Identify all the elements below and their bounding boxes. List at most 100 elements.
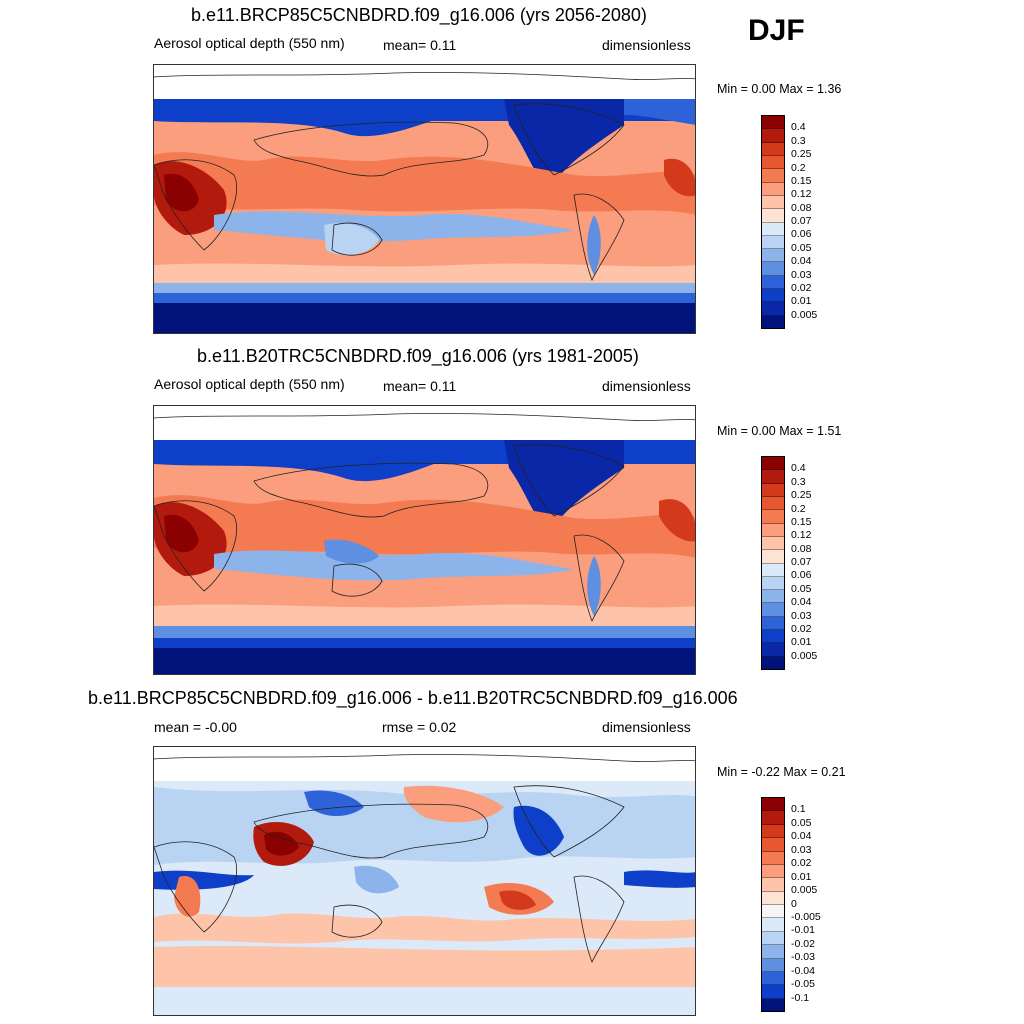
colorbar-swatch — [762, 811, 784, 825]
colorbar-swatch — [762, 576, 784, 591]
panel1-map — [153, 64, 696, 334]
colorbar-swatch — [762, 302, 784, 316]
colorbar-swatch — [762, 603, 784, 617]
colorbar-swatch — [762, 169, 784, 183]
colorbar-tick-label: 0.3 — [791, 475, 806, 488]
colorbar-swatch — [762, 262, 784, 276]
panel3-rmse: rmse = 0.02 — [382, 719, 457, 735]
colorbar-tick-label: 0.12 — [791, 529, 812, 542]
colorbar-tick-label: 0.06 — [791, 569, 812, 582]
colorbar-tick-label: -0.05 — [791, 978, 815, 991]
colorbar-swatch — [762, 905, 784, 919]
colorbar-tick-label: 0.02 — [791, 857, 812, 870]
colorbar-tick-label: 0.12 — [791, 188, 812, 201]
colorbar-swatch — [762, 195, 784, 210]
colorbar-swatch — [762, 958, 784, 972]
colorbar-tick-label: 0.005 — [791, 308, 818, 321]
colorbar-tick-label: 0.07 — [791, 556, 812, 568]
colorbar-swatch — [762, 483, 784, 497]
colorbar-tick-label: 0.4 — [791, 121, 806, 134]
colorbar-tick-label: 0.03 — [791, 268, 812, 281]
colorbar-tick-label: 0.25 — [791, 148, 812, 161]
colorbar-tick-label: 0.04 — [791, 596, 812, 609]
panel2-units: dimensionless — [602, 378, 691, 394]
colorbar-swatch — [762, 864, 784, 879]
colorbar-tick-label: 0.005 — [791, 649, 818, 662]
colorbar-swatch — [762, 824, 784, 839]
colorbar-tick-label: 0.4 — [791, 462, 806, 475]
colorbar-tick-label: 0.01 — [791, 870, 812, 883]
colorbar-swatch — [762, 798, 784, 812]
panel2-variable: Aerosol optical depth (550 nm) — [154, 376, 345, 392]
panel2-mean: mean= 0.11 — [383, 378, 457, 394]
colorbar-tick-label: 0.1 — [791, 803, 806, 816]
colorbar-swatch — [762, 616, 784, 631]
panel2-title: b.e11.B20TRC5CNBDRD.f09_g16.006 (yrs 198… — [197, 346, 639, 366]
colorbar-tick-label: 0.15 — [791, 515, 812, 528]
colorbar-swatch — [762, 129, 784, 143]
colorbar-tick-label: -0.03 — [791, 951, 815, 964]
colorbar-swatch — [762, 209, 784, 223]
colorbar-tick-label: 0 — [791, 897, 797, 910]
colorbar-tick-label: 0.08 — [791, 542, 812, 555]
colorbar-swatch — [762, 891, 784, 905]
panel3-minmax: Min = -0.22 Max = 0.21 — [717, 765, 846, 779]
colorbar-swatch — [762, 222, 784, 236]
colorbar-swatch — [762, 155, 784, 170]
colorbar-tick-label: 0.05 — [791, 241, 812, 254]
colorbar-tick-label: 0.08 — [791, 201, 812, 214]
season-label: DJF — [748, 14, 805, 47]
panel1-colorbar — [761, 115, 785, 329]
colorbar-swatch — [762, 315, 784, 328]
colorbar-swatch — [762, 496, 784, 511]
panel1-title: b.e11.BRCP85C5CNBDRD.f09_g16.006 (yrs 20… — [191, 5, 647, 25]
colorbar-swatch — [762, 510, 784, 524]
colorbar-swatch — [762, 289, 784, 303]
colorbar-tick-label: 0.25 — [791, 489, 812, 502]
panel1-mean: mean= 0.11 — [383, 37, 457, 53]
colorbar-swatch — [762, 275, 784, 290]
colorbar-swatch — [762, 998, 784, 1011]
panel1-minmax: Min = 0.00 Max = 1.36 — [717, 82, 842, 96]
panel3-map — [153, 746, 696, 1016]
colorbar-swatch — [762, 931, 784, 946]
colorbar-tick-label: 0.01 — [791, 295, 812, 308]
colorbar-tick-label: 0.04 — [791, 830, 812, 843]
colorbar-tick-label: 0.07 — [791, 215, 812, 227]
colorbar-tick-label: -0.04 — [791, 964, 815, 977]
panel3-units: dimensionless — [602, 719, 691, 735]
colorbar-tick-label: 0.3 — [791, 134, 806, 147]
colorbar-tick-label: 0.15 — [791, 174, 812, 187]
colorbar-tick-label: 0.01 — [791, 636, 812, 649]
colorbar-swatch — [762, 249, 784, 263]
colorbar-tick-label: 0.05 — [791, 582, 812, 595]
colorbar-tick-label: 0.2 — [791, 502, 806, 515]
colorbar-swatch — [762, 878, 784, 892]
colorbar-tick-label: -0.1 — [791, 991, 810, 1004]
panel3-mean: mean = -0.00 — [154, 719, 237, 735]
colorbar-swatch — [762, 523, 784, 537]
colorbar-tick-label: -0.01 — [791, 924, 815, 937]
colorbar-tick-label: 0.05 — [791, 816, 812, 829]
colorbar-swatch — [762, 182, 784, 196]
colorbar-swatch — [762, 457, 784, 471]
colorbar-tick-label: 0.04 — [791, 255, 812, 268]
colorbar-swatch — [762, 470, 784, 484]
panel1-units: dimensionless — [602, 37, 691, 53]
colorbar-tick-label: 0.02 — [791, 281, 812, 294]
colorbar-swatch — [762, 563, 784, 577]
colorbar-swatch — [762, 851, 784, 865]
panel2-minmax: Min = 0.00 Max = 1.51 — [717, 424, 842, 438]
colorbar-swatch — [762, 656, 784, 669]
colorbar-swatch — [762, 945, 784, 959]
colorbar-swatch — [762, 630, 784, 644]
colorbar-tick-label: 0.06 — [791, 228, 812, 241]
colorbar-tick-label: 0.02 — [791, 622, 812, 635]
panel3-colorbar — [761, 797, 785, 1012]
colorbar-swatch — [762, 971, 784, 986]
colorbar-tick-label: 0.005 — [791, 884, 818, 897]
colorbar-swatch — [762, 590, 784, 604]
colorbar-swatch — [762, 985, 784, 999]
colorbar-swatch — [762, 918, 784, 932]
colorbar-tick-label: 0.03 — [791, 843, 812, 856]
